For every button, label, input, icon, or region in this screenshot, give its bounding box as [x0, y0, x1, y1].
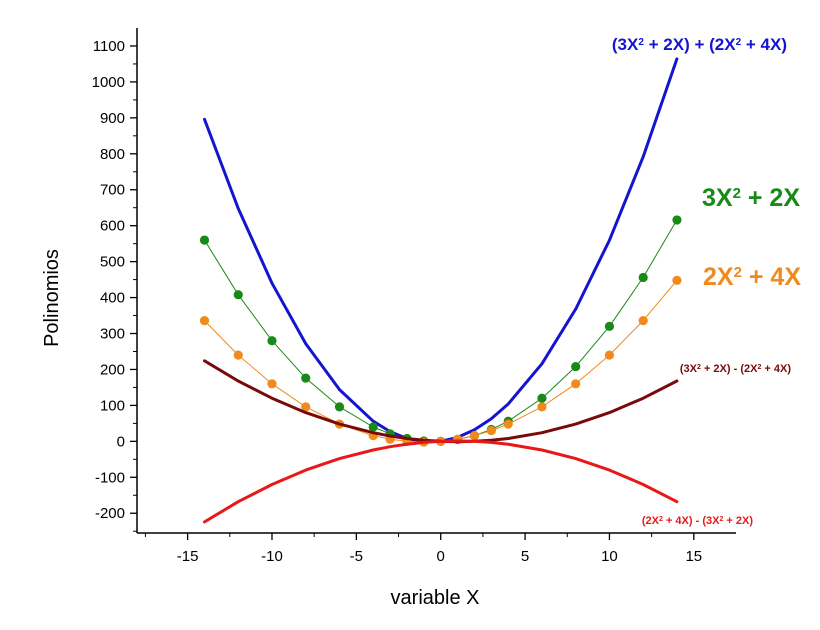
label-text: 2X: [703, 263, 734, 291]
label-text: + 2X) + (2X: [644, 35, 736, 54]
superscript: 2: [638, 37, 644, 48]
superscript: 2: [719, 516, 723, 523]
axes: [130, 28, 736, 540]
superscript: 2: [697, 364, 701, 371]
series-label-2x2-4x-3x2-2x: (2X2 + 4X) - (3X2 + 2X): [642, 515, 753, 527]
series-group: [199, 57, 682, 524]
series-label-3x2-2x-2x2-4x: (3X2 + 2X) - (2X2 + 4X): [680, 363, 791, 375]
data-point: [638, 315, 648, 326]
data-point: [267, 336, 277, 346]
label-text: + 2X): [723, 515, 753, 527]
series-label-3x2-2x: 3X2 + 2X: [702, 184, 800, 212]
series-line: [203, 439, 679, 524]
data-point: [672, 275, 682, 285]
y-tick-label: 500: [100, 254, 125, 271]
superscript: 2: [736, 37, 742, 48]
series-2x2-4x: [199, 275, 682, 447]
series-line: [204, 219, 678, 442]
y-tick-label: 700: [100, 182, 125, 199]
x-tick-label: 0: [437, 548, 445, 565]
data-point: [469, 430, 480, 441]
data-point: [267, 379, 277, 389]
y-tick-label: 800: [100, 146, 125, 163]
data-point: [199, 235, 210, 245]
data-point: [503, 419, 513, 429]
series-label-3x2-2x-2x2-4x: (3X2 + 2X) + (2X2 + 4X): [612, 35, 787, 54]
data-point: [672, 215, 682, 225]
x-tick-label: 15: [685, 548, 702, 565]
y-tick-label: 400: [100, 290, 125, 307]
label-text: + 4X): [761, 363, 791, 375]
x-tick-label: -10: [261, 548, 283, 565]
y-tick-label: 600: [100, 218, 125, 235]
y-tick-label: 300: [100, 326, 125, 343]
data-point: [571, 361, 581, 372]
series-2x2-4x-3x2-2x: [203, 439, 679, 524]
y-tick-label: -100: [95, 469, 125, 486]
superscript: 2: [659, 516, 663, 523]
data-point: [571, 379, 581, 389]
label-text: (3X: [680, 363, 698, 375]
label-text: 3X: [702, 184, 733, 212]
y-tick-label: 100: [100, 397, 125, 414]
data-point: [301, 402, 311, 412]
y-tick-label: -200: [95, 505, 125, 522]
label-text: + 2X) - (2X: [701, 363, 758, 375]
y-axis-title: Polinomios: [41, 249, 63, 347]
x-tick-label: -15: [177, 548, 199, 565]
data-point: [334, 402, 345, 412]
superscript: 2: [757, 364, 761, 371]
tick-labels: -15 -10 -5 0 5 10 15 -200 -100 0 100 200 300 400 500 60…: [92, 38, 703, 565]
label-text: + 4X) - (3X: [663, 515, 720, 527]
label-text: (3X: [612, 35, 639, 54]
data-point: [233, 290, 243, 300]
data-point: [368, 422, 378, 432]
x-tick-label: 5: [521, 548, 529, 565]
series-line: [204, 279, 678, 443]
data-point: [604, 350, 615, 360]
data-point: [233, 350, 243, 360]
label-text: + 2X: [741, 184, 800, 212]
label-text: + 4X): [741, 35, 787, 54]
data-point: [638, 272, 648, 283]
data-point: [301, 373, 311, 383]
series-label-2x2-4x: 2X2 + 4X: [703, 263, 801, 291]
superscript: 2: [733, 185, 741, 202]
x-tick-label: 10: [601, 548, 618, 565]
data-point: [199, 315, 210, 326]
data-point: [537, 402, 547, 412]
y-tick-label: 1100: [93, 38, 125, 55]
label-text: + 4X: [742, 263, 801, 291]
series-3x2-2x-2x2-4x: [203, 359, 679, 444]
data-point: [537, 393, 547, 403]
y-tick-label: 200: [100, 361, 125, 378]
label-text: (2X: [642, 515, 660, 527]
series-line: [203, 359, 679, 444]
x-tick-label: -5: [350, 548, 363, 565]
data-point: [486, 425, 496, 436]
y-tick-label: 0: [117, 433, 125, 450]
y-tick-label: 1000: [92, 74, 125, 91]
x-axis-title: variable X: [391, 587, 480, 609]
data-point: [604, 321, 615, 331]
superscript: 2: [734, 264, 742, 281]
y-tick-label: 900: [100, 110, 125, 127]
